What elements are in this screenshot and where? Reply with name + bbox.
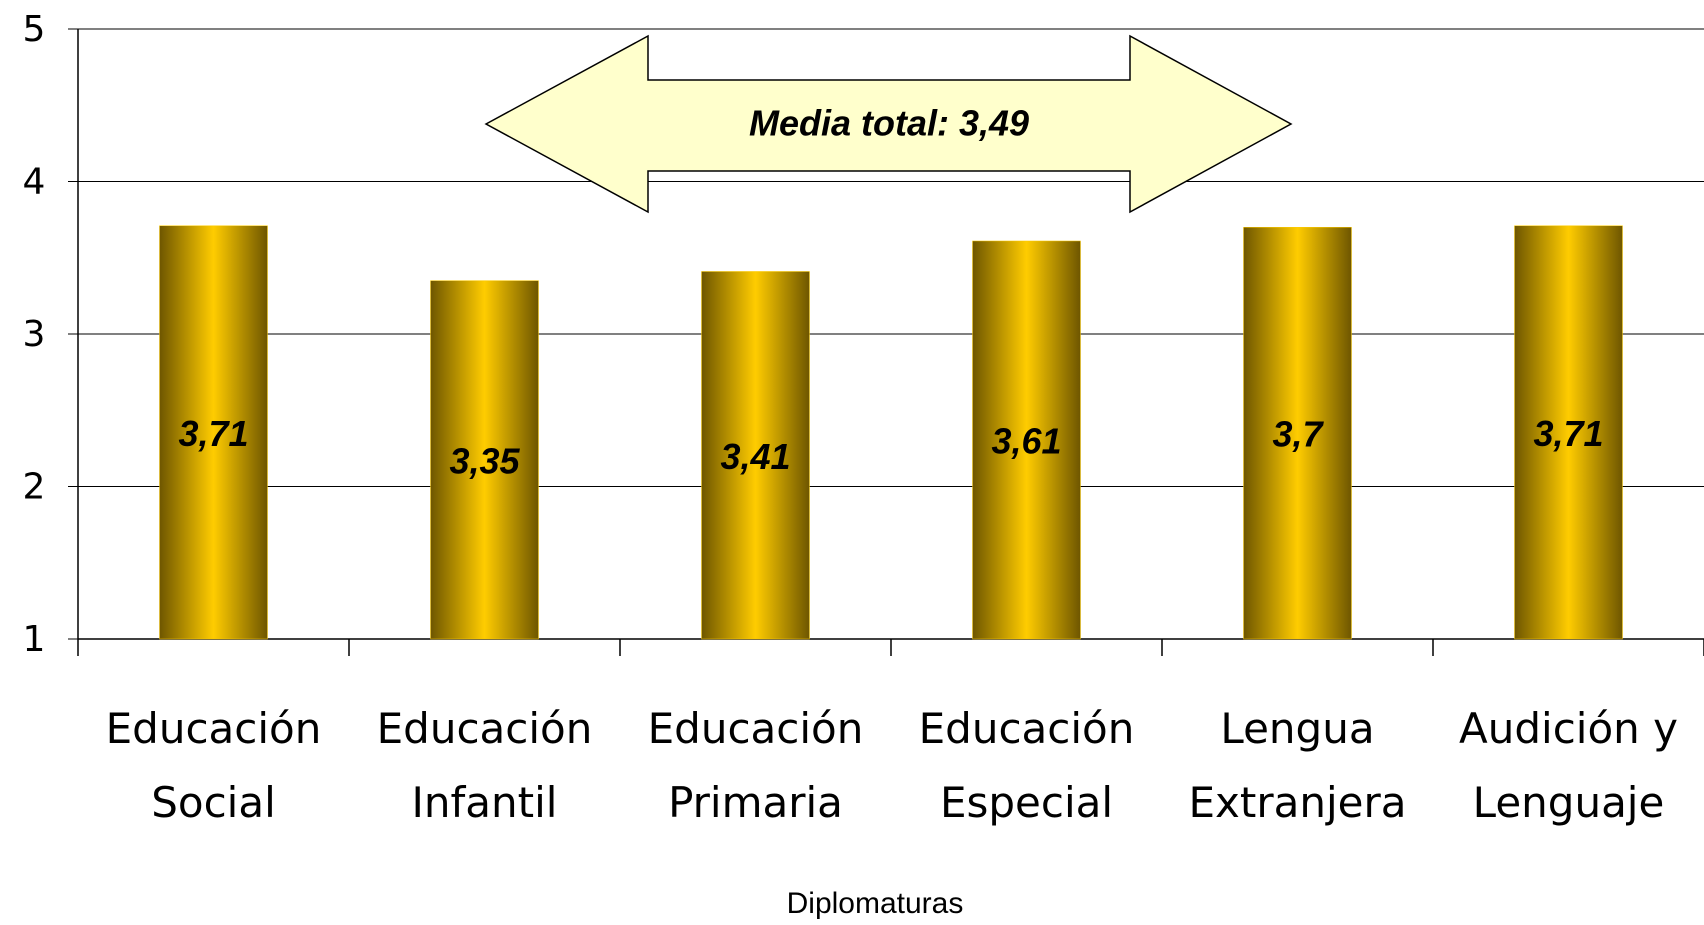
value-label: 3,71 (1533, 413, 1603, 454)
value-label: 3,7 (1272, 414, 1324, 455)
y-tick-label: 3 (23, 314, 46, 355)
x-axis-title: Diplomaturas (787, 887, 964, 920)
x-tick-label: Educación Primaria (647, 704, 864, 827)
x-tick-label: Audición y Lenguaje (1459, 704, 1678, 827)
bar (972, 240, 1081, 640)
y-tick-label: 5 (23, 9, 46, 50)
value-label: 3,35 (449, 440, 520, 481)
y-tick-label: 2 (23, 467, 46, 508)
x-tick-label: Lengua Extranjera (1188, 704, 1407, 827)
value-label: 3,41 (720, 436, 790, 477)
x-tick-label: Educación Social (105, 704, 322, 827)
bar (159, 225, 268, 640)
x-tick-label: Educación Especial (918, 704, 1135, 827)
annotation: Media total: 3,49 (749, 103, 1029, 144)
y-tick-label: 4 (23, 162, 46, 203)
value-label: 3,61 (991, 421, 1061, 462)
bar (1514, 225, 1623, 640)
annotation-arrow (484, 34, 1293, 214)
x-tick-label: Educación Infantil (376, 704, 593, 827)
bar (701, 271, 810, 640)
bar (430, 280, 539, 640)
bar (1243, 227, 1352, 640)
y-tick-label: 1 (23, 619, 46, 660)
value-label: 3,71 (178, 413, 248, 454)
